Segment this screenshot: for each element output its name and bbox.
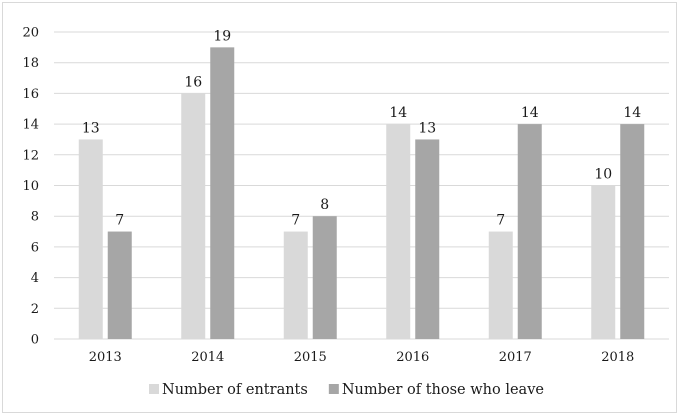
y-tick-label-12: 12	[22, 148, 39, 163]
y-tick-label-10: 10	[22, 179, 39, 194]
data-label-2016-series-2: 13	[418, 120, 436, 136]
data-label-2017-series-1: 7	[496, 213, 505, 229]
y-tick-label-20: 20	[22, 26, 39, 41]
x-tick-label-2015: 2015	[294, 350, 327, 365]
data-label-2015-series-2: 8	[320, 197, 329, 213]
bar-2014-series-1	[181, 93, 206, 340]
bar-chart: 0 2 4 6 8 10 12 14 16 18 20 13 7 16 19 7 8 14 13 7 14 10 14 2…	[22, 26, 669, 398]
bar-2016-series-2	[415, 139, 440, 339]
bar-2014-series-2	[210, 47, 235, 339]
x-tick-label-2014: 2014	[191, 350, 224, 365]
data-labels: 13 7 16 19 7 8 14 13 7 14 10 14	[82, 28, 641, 228]
data-label-2017-series-2: 14	[521, 105, 539, 121]
legend-label-series-2: Number of those who leave	[342, 382, 544, 398]
y-tick-label-8: 8	[31, 210, 39, 225]
data-label-2014-series-2: 19	[213, 28, 231, 44]
y-tick-label-14: 14	[22, 118, 39, 133]
legend-swatch-series-1	[149, 384, 159, 394]
gridlines	[54, 31, 669, 340]
x-tick-label-2013: 2013	[89, 350, 122, 365]
chart-frame: 0 2 4 6 8 10 12 14 16 18 20 13 7 16 19 7 8 14 13 7 14 10 14 2…	[2, 2, 677, 413]
data-label-2013-series-1: 13	[82, 120, 100, 136]
y-tick-label-4: 4	[31, 271, 39, 286]
legend: Number of entrants Number of those who le…	[149, 382, 544, 398]
x-tick-label-2016: 2016	[396, 350, 429, 365]
bar-2013-series-1	[78, 139, 103, 339]
bar-2017-series-2	[517, 124, 542, 339]
x-tick-label-2017: 2017	[499, 350, 532, 365]
x-axis-tick-labels: 2013 2014 2015 2016 2017 2018	[89, 350, 635, 365]
bars	[78, 47, 645, 340]
bar-2017-series-1	[488, 231, 513, 339]
y-tick-label-2: 2	[31, 302, 39, 317]
data-label-2016-series-1: 14	[389, 105, 407, 121]
x-tick-label-2018: 2018	[601, 350, 634, 365]
data-label-2013-series-2: 7	[115, 213, 124, 229]
bar-2018-series-2	[620, 124, 645, 339]
bar-2013-series-2	[107, 231, 132, 339]
data-label-2018-series-1: 10	[594, 167, 612, 183]
bar-2015-series-1	[283, 231, 308, 339]
y-tick-label-0: 0	[31, 333, 39, 348]
y-tick-label-18: 18	[22, 56, 39, 71]
legend-swatch-series-2	[328, 384, 339, 394]
y-tick-label-6: 6	[31, 240, 39, 255]
data-label-2014-series-1: 16	[184, 74, 202, 90]
bar-2016-series-1	[386, 124, 411, 339]
y-axis-tick-labels: 0 2 4 6 8 10 12 14 16 18 20	[22, 26, 39, 348]
legend-label-series-1: Number of entrants	[162, 382, 308, 398]
y-tick-label-16: 16	[22, 87, 39, 102]
data-label-2018-series-2: 14	[623, 105, 641, 121]
data-label-2015-series-1: 7	[291, 213, 300, 229]
bar-2018-series-1	[591, 185, 616, 339]
bar-2015-series-2	[312, 216, 337, 339]
